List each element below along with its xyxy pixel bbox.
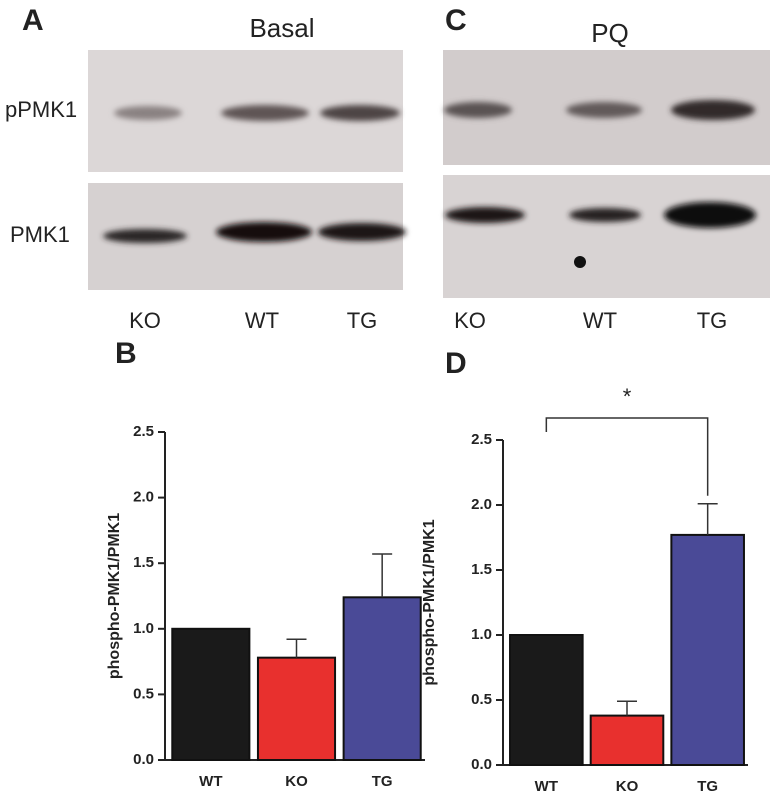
- y-tick-label: 0.0: [471, 756, 492, 773]
- y-axis-label: phospho-PMK1/PMK1: [106, 513, 123, 679]
- bar: [670, 533, 745, 767]
- panel-label: B: [115, 337, 137, 370]
- bar: [509, 634, 584, 766]
- y-tick-label: 2.5: [471, 431, 492, 448]
- row-label: pPMK1: [5, 97, 77, 122]
- blot: [443, 175, 770, 298]
- lane-label: WT: [583, 308, 617, 333]
- bar: [342, 596, 422, 762]
- y-tick-label: 0.0: [133, 751, 154, 768]
- bar: [589, 714, 665, 766]
- y-tick-label: 2.0: [471, 496, 492, 513]
- error-bar: [372, 553, 393, 598]
- y-tick-label: 0.5: [133, 685, 154, 702]
- panel-label: D: [445, 347, 467, 380]
- x-tick-label: WT: [199, 773, 222, 790]
- blot: [443, 50, 770, 165]
- blot: [88, 183, 406, 290]
- blot-title: PQ: [591, 18, 629, 48]
- bar: [171, 627, 251, 761]
- lane-label: TG: [347, 308, 378, 333]
- y-tick-label: 1.5: [133, 554, 154, 571]
- x-tick-label: KO: [285, 773, 308, 790]
- error-bar: [286, 638, 307, 658]
- lane-label: KO: [454, 308, 486, 333]
- significance-bracket: [545, 417, 709, 496]
- y-tick-label: 1.0: [471, 626, 492, 643]
- y-axis-label: phospho-PMK1/PMK1: [421, 519, 438, 685]
- x-tick-label: TG: [697, 778, 718, 795]
- bar: [256, 656, 337, 761]
- y-tick-label: 2.5: [133, 423, 154, 440]
- y-tick-label: 1.5: [471, 561, 492, 578]
- annotation: *: [623, 384, 632, 409]
- y-tick-label: 0.5: [471, 691, 492, 708]
- blot: [88, 50, 403, 172]
- blot-title: Basal: [249, 13, 314, 43]
- error-bar: [617, 700, 637, 716]
- x-tick-label: TG: [372, 773, 393, 790]
- lane-label: KO: [129, 308, 161, 333]
- row-label: PMK1: [10, 222, 70, 247]
- y-tick-label: 2.0: [133, 489, 154, 506]
- x-tick-label: WT: [535, 778, 558, 795]
- lane-label: TG: [697, 308, 728, 333]
- y-tick-label: 1.0: [133, 620, 154, 637]
- panel-label: A: [22, 4, 44, 37]
- panel-label: C: [445, 4, 467, 37]
- x-tick-label: KO: [616, 778, 639, 795]
- error-bar: [697, 502, 718, 535]
- lane-label: WT: [245, 308, 279, 333]
